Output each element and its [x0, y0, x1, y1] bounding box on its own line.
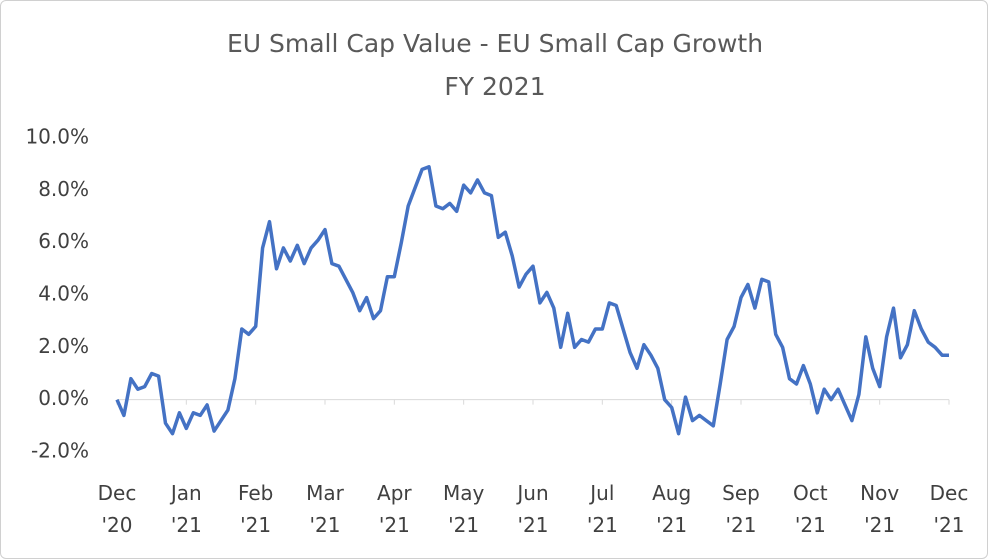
y-tick-label: 0.0% — [38, 386, 89, 410]
x-tick-label: May '21 — [442, 481, 485, 537]
x-tick-label: Jul '21 — [586, 481, 618, 537]
series-line — [115, 165, 949, 436]
x-tick-label: Dec '20 — [97, 481, 137, 537]
x-tick-label: Jan '21 — [170, 481, 202, 537]
chart-title: EU Small Cap Value - EU Small Cap Growth — [227, 29, 763, 58]
y-tick-label: 8.0% — [38, 177, 89, 201]
x-tick-label: Dec '21 — [929, 481, 969, 537]
y-tick-label: 4.0% — [38, 282, 89, 306]
y-tick-label: 10.0% — [25, 125, 89, 149]
x-tick-label: Nov '21 — [860, 481, 900, 537]
x-tick-label: Oct '21 — [793, 481, 828, 537]
x-tick-label: Aug '21 — [652, 481, 692, 537]
y-tick-label: 2.0% — [38, 334, 89, 358]
x-tick-label: Feb '21 — [237, 481, 274, 537]
x-tick-label: Mar '21 — [306, 481, 344, 537]
x-tick-label: Jun '21 — [517, 481, 549, 537]
y-tick-label: -2.0% — [31, 439, 89, 463]
chart-subtitle: FY 2021 — [444, 72, 545, 101]
x-tick-label: Apr '21 — [377, 481, 412, 537]
y-tick-label: 6.0% — [38, 229, 89, 253]
x-tick-label: Sep '21 — [722, 481, 760, 537]
